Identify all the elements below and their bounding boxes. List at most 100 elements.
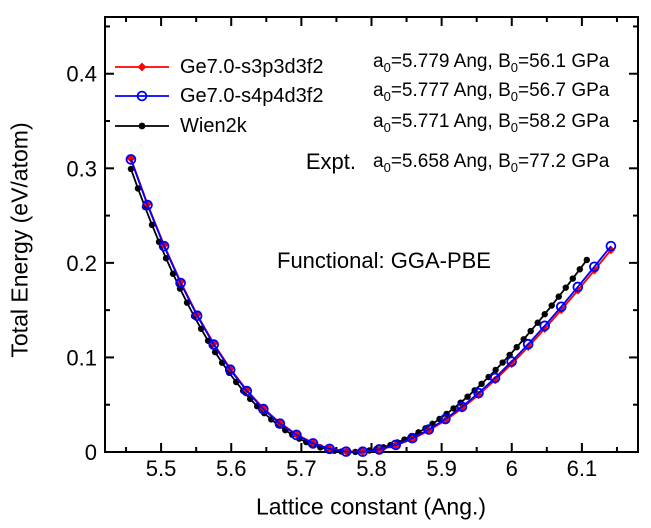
y-axis-title: Total Energy (eV/atom) — [6, 122, 33, 358]
x-tick-label: 5.5 — [146, 456, 177, 481]
x-axis-title: Lattice constant (Ang.) — [255, 493, 487, 520]
fit-params-s3p3d3f2: a0=5.779 Ang, B0=56.1 GPa — [373, 51, 609, 75]
fit-params-expt: a0=5.658 Ang, B0=77.2 GPa — [373, 151, 610, 175]
legend-label: Wien2k — [180, 115, 247, 137]
data-point-circle — [548, 302, 555, 309]
data-point-open-circle — [456, 401, 468, 413]
data-point-open-circle — [142, 199, 153, 211]
a0-value: =5.777 Ang, — [390, 80, 499, 101]
data-point-open-circle — [125, 154, 137, 165]
data-point-open-circle — [324, 443, 335, 455]
x-tick-label: 6 — [506, 456, 518, 481]
data-point-open-circle — [407, 432, 418, 444]
data-point-circle — [127, 165, 135, 173]
x-tick-label: 5.7 — [286, 456, 317, 481]
data-point-open-circle — [423, 424, 435, 435]
data-point-open-circle — [291, 429, 302, 441]
y-tick-label: 0.2 — [66, 251, 97, 276]
data-point-circle — [134, 185, 142, 192]
data-point-open-circle — [555, 301, 567, 313]
a0-symbol: a — [373, 111, 384, 132]
data-point-open-circle — [390, 439, 402, 451]
data-point-diamond — [126, 154, 136, 163]
legend-item-ge7-s4p4d3f2: Ge7.0-s4p4d3f2 — [113, 83, 323, 109]
legend-item-ge7-s3p3d3f2: Ge7.0-s3p3d3f2 — [113, 54, 323, 80]
a0-subscript: 0 — [383, 59, 391, 75]
data-point-circle — [183, 299, 191, 306]
b0-subscript: 0 — [510, 88, 518, 104]
a0-subscript: 0 — [383, 159, 391, 175]
data-point-open-circle — [440, 413, 451, 425]
data-point-open-circle — [307, 438, 319, 449]
data-point-open-circle — [605, 240, 617, 252]
y-tick-label: 0.3 — [66, 156, 97, 181]
y-tick-label: 0.1 — [66, 345, 97, 370]
data-point-open-circle — [473, 387, 484, 399]
data-point-circle — [513, 344, 520, 351]
data-point-open-circle — [258, 403, 269, 415]
data-point-open-circle — [274, 418, 286, 429]
fit-params-s4p4d3f2: a0=5.777 Ang, B0=56.7 GPa — [373, 80, 610, 104]
series-line-Ge7.0-s4p4d3f2 — [130, 159, 612, 453]
data-point-circle — [499, 359, 506, 366]
data-point-circle — [527, 327, 534, 335]
red-diamond-line-icon — [115, 62, 169, 72]
a0-symbol: a — [373, 80, 384, 101]
data-point-open-circle — [522, 338, 534, 350]
data-point-open-circle — [506, 356, 517, 367]
data-point-circle — [492, 366, 499, 374]
a0-symbol: a — [373, 51, 384, 72]
data-point-circle — [583, 256, 591, 264]
a0-subscript: 0 — [383, 88, 391, 104]
data-point-open-circle — [357, 446, 368, 458]
data-point-circle — [534, 319, 541, 326]
y-tick-label: 0 — [85, 440, 97, 465]
data-point-open-circle — [539, 320, 551, 332]
data-point-open-circle — [572, 281, 584, 293]
y-tick-label: 0.4 — [66, 62, 97, 87]
b0-symbol: B — [498, 51, 511, 72]
data-point-open-circle — [191, 310, 203, 322]
fit-params-wien2k: a0=5.771 Ang, B0=58.2 GPa — [373, 111, 610, 135]
data-point-open-circle — [589, 261, 600, 273]
data-point-open-circle — [208, 339, 220, 350]
legend-item-wien2k: Wien2k — [113, 113, 247, 139]
data-point-circle — [562, 284, 569, 291]
x-tick-label: 5.9 — [426, 456, 457, 481]
b0-value: =56.7 GPa — [517, 80, 610, 101]
data-point-circle — [197, 325, 205, 332]
series-line-Wien2k — [130, 168, 588, 453]
x-tick-label: 5.6 — [216, 456, 247, 481]
x-tick-label: 6.1 — [567, 456, 598, 481]
data-point-open-circle — [241, 385, 253, 397]
data-point-circle — [478, 380, 485, 388]
data-point-circle — [541, 311, 548, 318]
data-point-open-circle — [340, 446, 352, 457]
data-point-diamond — [557, 305, 566, 315]
legend-label: Ge7.0-s3p3d3f2 — [180, 56, 324, 78]
b0-symbol: B — [498, 111, 511, 132]
b0-subscript: 0 — [510, 59, 518, 75]
a0-value: =5.771 Ang, — [390, 111, 499, 132]
b0-symbol: B — [498, 151, 511, 172]
b0-symbol: B — [498, 80, 511, 101]
data-point-circle — [169, 270, 177, 277]
black-circle-line-icon — [115, 122, 169, 130]
a0-value: =5.779 Ang, — [390, 51, 499, 72]
data-point-circle — [555, 293, 562, 300]
data-point-diamond — [540, 324, 549, 333]
b0-value: =58.2 GPa — [517, 111, 610, 132]
a0-subscript: 0 — [383, 119, 391, 135]
data-point-circle — [464, 393, 471, 400]
data-point-circle — [569, 275, 576, 282]
b0-value: =77.2 GPa — [517, 151, 610, 172]
b0-subscript: 0 — [510, 119, 518, 135]
x-tick-label: 5.8 — [356, 456, 387, 481]
data-point-open-circle — [158, 240, 170, 252]
data-point-open-circle — [373, 444, 385, 455]
data-point-open-circle — [489, 372, 501, 384]
data-point-circle — [162, 255, 170, 262]
a0-value: =5.658 Ang, — [390, 151, 499, 172]
blue-open-circle-line-icon — [115, 90, 169, 102]
